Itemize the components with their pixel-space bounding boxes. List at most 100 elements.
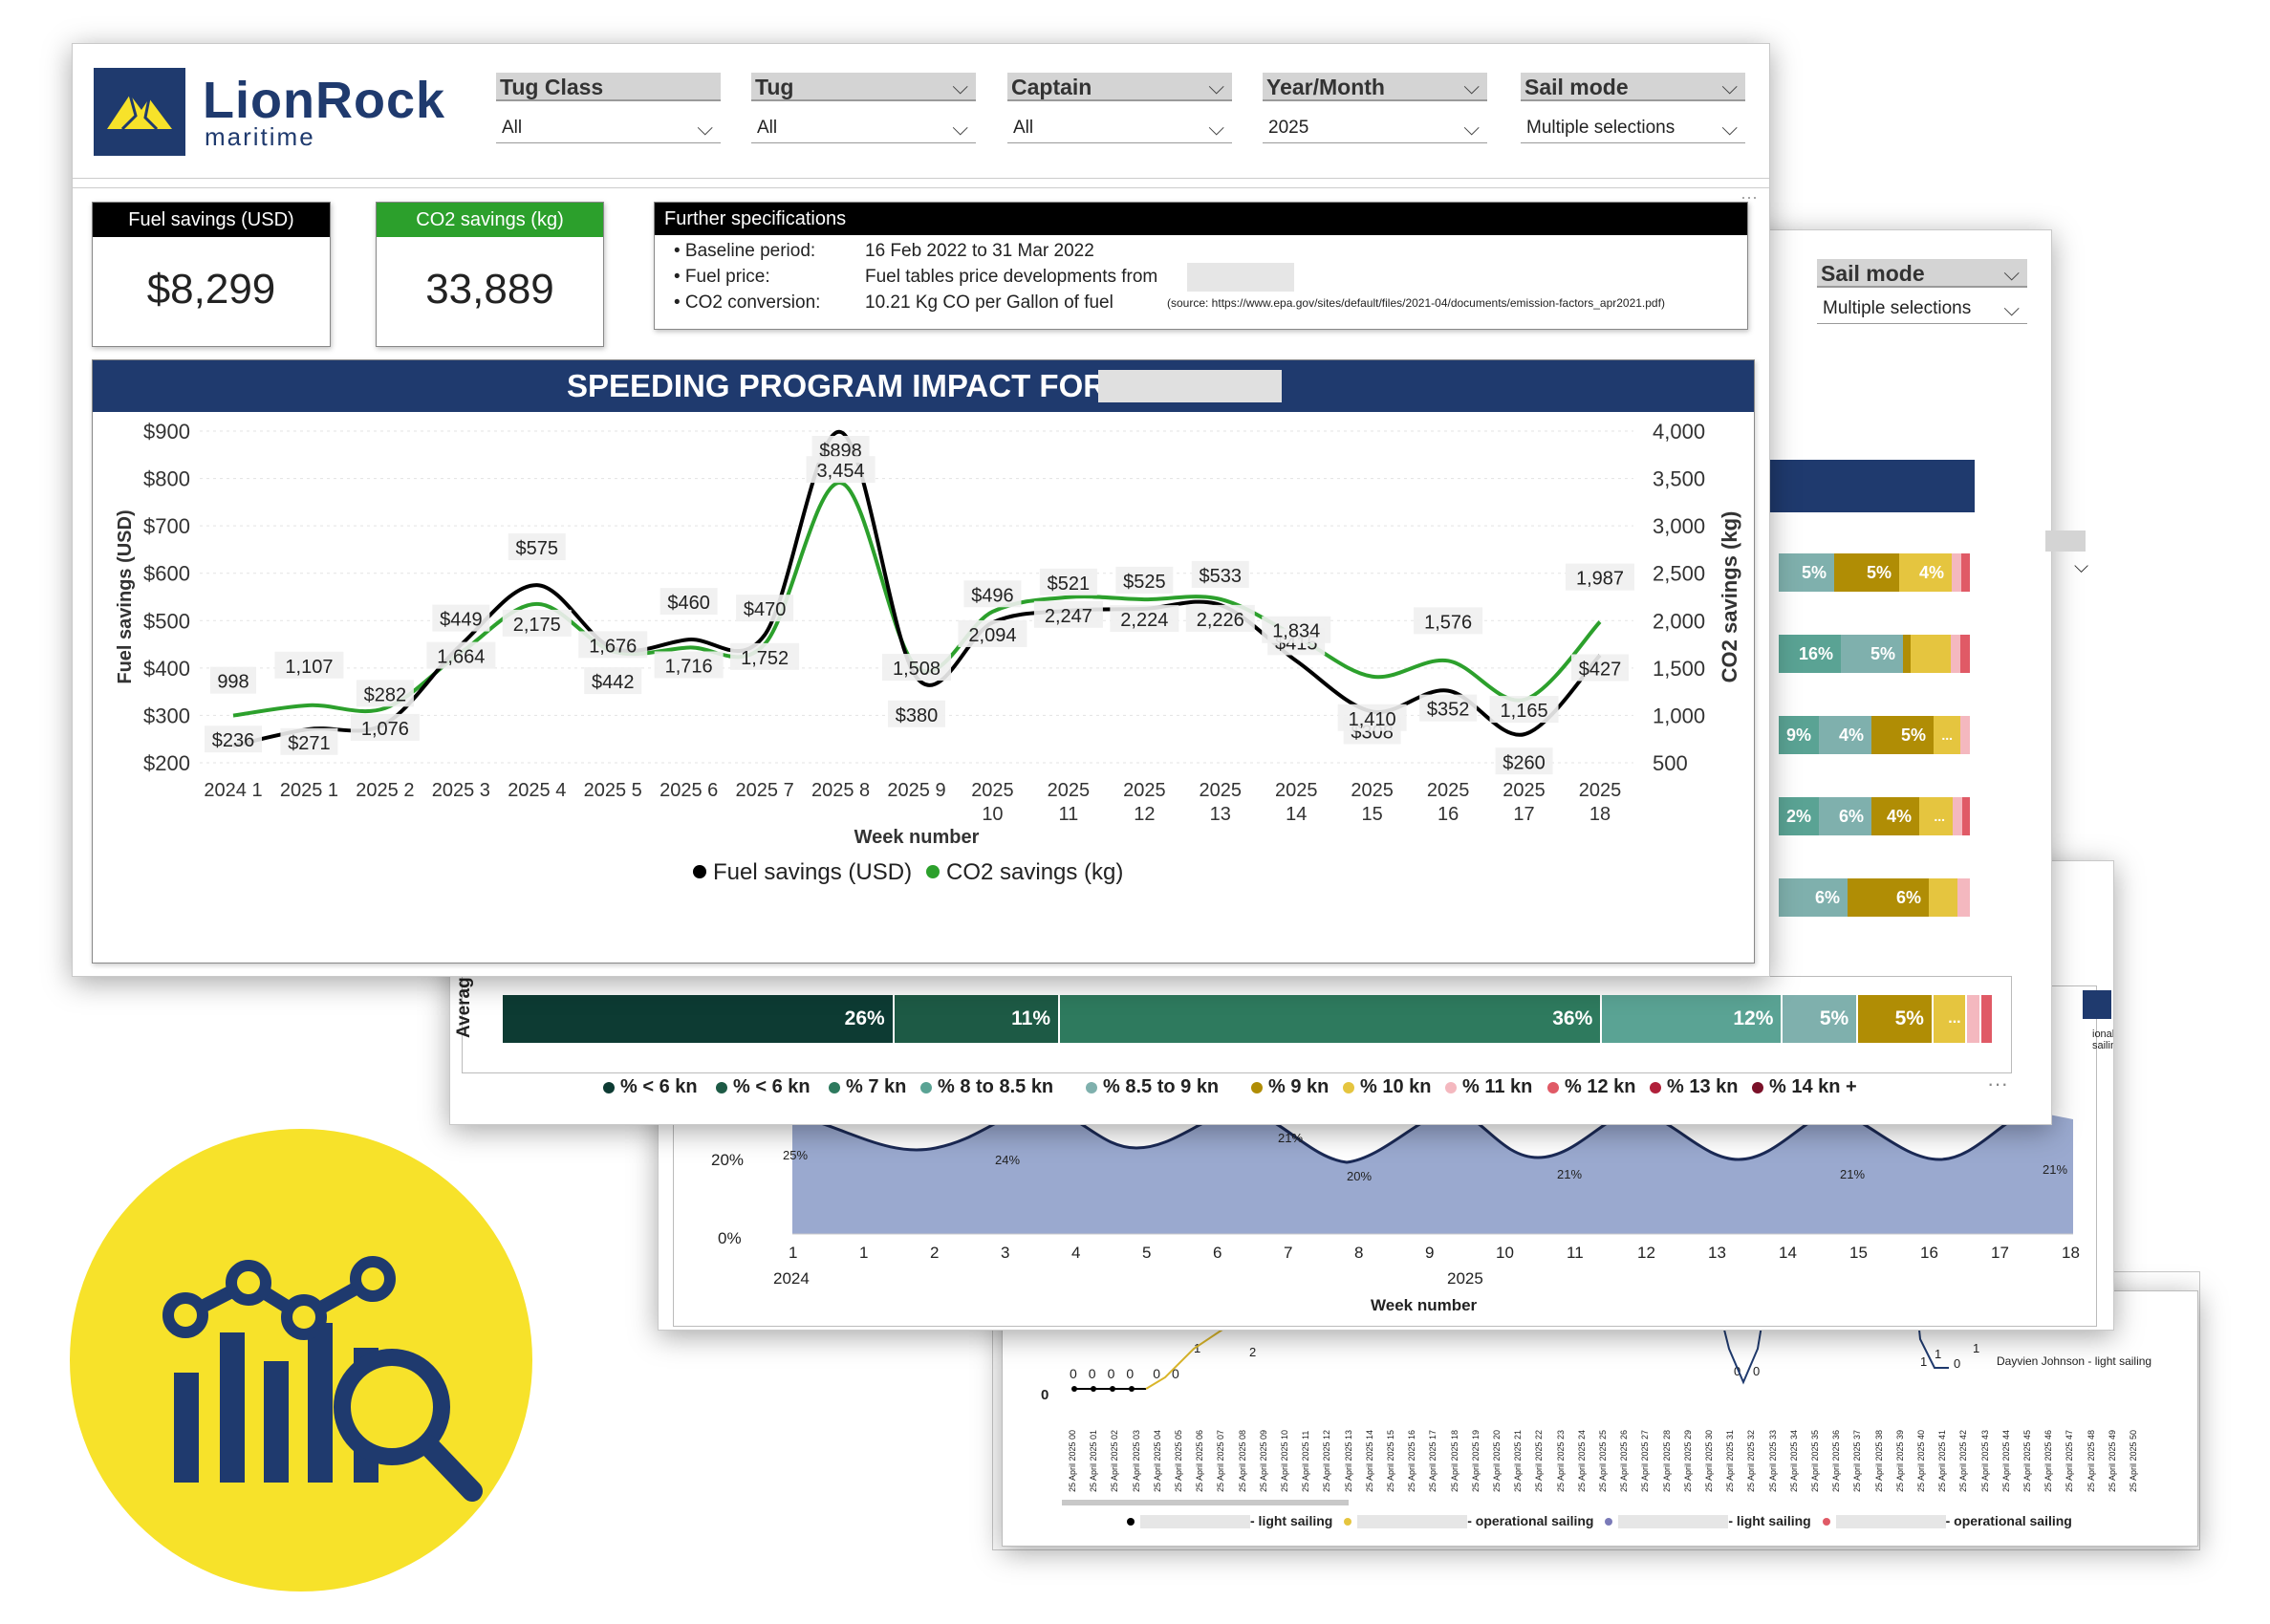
daily-date-label: 25 April 2025 50 — [2129, 1429, 2138, 1492]
legend-fuel-label: Fuel savings (USD) — [713, 859, 912, 885]
filter-tug-dropdown[interactable]: All ⌵ — [751, 113, 976, 143]
y-tick-label: $600 — [143, 562, 190, 586]
co2-data-label: 1,716 — [665, 656, 713, 677]
filter-captain-dropdown[interactable]: All ⌵ — [1007, 113, 1232, 143]
chevron-down-icon[interactable]: ⌵ — [2074, 556, 2089, 577]
fuel-data-label-bg — [356, 680, 414, 707]
fuel-data-label-bg — [1571, 654, 1629, 682]
speed-legend-item: % 7 kn — [829, 1076, 906, 1098]
average-stacked-bar: 26% 11% 36% 12% 5% 5%... — [503, 995, 1994, 1043]
specs-redacted — [1187, 263, 1294, 292]
legend-dot-icon — [1547, 1081, 1559, 1093]
daily-date-label: 25 April 2025 42 — [1958, 1429, 1969, 1492]
back-sail-mode-dropdown[interactable]: Multiple selections ⌵ — [1817, 293, 2027, 324]
co2-data-label-bg — [274, 651, 344, 679]
area-x-tick-label: 14 — [1779, 1244, 1797, 1262]
daily-date-label: 25 April 2025 24 — [1576, 1429, 1587, 1492]
filter-sail-mode-dropdown[interactable]: Multiple selections ⌵ — [1521, 113, 1745, 143]
daily-date-label: 25 April 2025 15 — [1386, 1429, 1395, 1492]
y-tick-label: $500 — [143, 609, 190, 633]
x-tick-label: 2025 5 — [584, 780, 642, 801]
daily-legend: - light sailing - operational sailing - … — [1127, 1513, 2072, 1529]
fuel-data-label: $460 — [667, 593, 710, 614]
co2-data-label: 1,508 — [893, 659, 940, 680]
filter-captain-label: Captain ⌵ — [1007, 73, 1232, 101]
filter-tug-class-dropdown[interactable]: All ⌵ — [496, 113, 721, 143]
x-tick-label: 2024 1 — [204, 780, 262, 801]
area-x-tick-label: 4 — [1071, 1244, 1081, 1262]
x-tick-label: 2025 8 — [811, 780, 870, 801]
speed-legend-item: % 8 to 8.5 kn — [920, 1076, 1053, 1098]
daily-date-label: 25 April 2025 02 — [1110, 1429, 1120, 1492]
co2-data-label-bg — [1110, 605, 1179, 633]
average-bar-segment: 36% — [1060, 995, 1603, 1043]
x-tick-label-year: 2025 — [1503, 780, 1546, 801]
area-x-title: Week number — [1371, 1296, 1478, 1314]
specs-baseline-value: 16 Feb 2022 to 31 Mar 2022 — [865, 241, 1094, 261]
chevron-down-icon: ⌵ — [2003, 296, 2020, 320]
fuel-data-label-bg — [280, 727, 338, 755]
average-label: Average — [454, 966, 474, 1038]
fuel-data-label-bg — [1495, 747, 1553, 775]
co2-data-label: 2,094 — [968, 625, 1016, 646]
co2-data-label: 1,076 — [361, 719, 409, 740]
daily-date-label: 25 April 2025 43 — [1979, 1429, 1990, 1492]
chevron-down-icon: ⌵ — [1463, 75, 1480, 98]
filter-year-month-dropdown[interactable]: 2025 ⌵ — [1263, 113, 1487, 143]
kpi-co2-label: CO2 savings (kg) — [377, 203, 603, 237]
area-fill — [792, 1110, 2073, 1234]
x-tick-label-year: 2025 — [1351, 780, 1394, 801]
filter-year-month-label: Year/Month ⌵ — [1263, 73, 1487, 101]
chart-title: SPEEDING PROGRAM IMPACT FOR: — [567, 368, 1117, 403]
fuel-data-label-bg — [584, 667, 642, 695]
back-header-bar — [1769, 460, 1975, 512]
more-options-icon[interactable]: ··· — [1740, 187, 1758, 206]
daily-date-label: 25 April 2025 34 — [1788, 1429, 1799, 1492]
daily-date-label: 25 April 2025 00 — [1068, 1429, 1077, 1492]
back-panel-ellipsis[interactable]: ··· — [1987, 1072, 2008, 1095]
mountain-logo-icon — [107, 94, 172, 131]
fuel-data-label-bg — [888, 700, 945, 727]
area-y-tick-20: 20% — [711, 1151, 745, 1169]
fuel-data-label-bg — [1191, 560, 1249, 588]
daily-date-label: 25 April 2025 19 — [1470, 1429, 1481, 1492]
co2-data-label: 1,576 — [1424, 612, 1472, 633]
area-point-label-2: 24% — [995, 1153, 1021, 1167]
daily-label-1d: 1 — [1920, 1354, 1928, 1369]
average-bar-segment — [1966, 995, 1982, 1043]
chevron-down-icon: ⌵ — [1208, 75, 1224, 98]
fuel-data-label: $575 — [516, 538, 559, 559]
daily-label-1c: 1 — [1973, 1341, 1980, 1355]
chevron-down-icon: ⌵ — [1208, 116, 1224, 140]
y-tick-label: $700 — [143, 514, 190, 538]
average-bar-segment: 5% — [1858, 995, 1934, 1043]
area-x-tick-label: 10 — [1496, 1244, 1514, 1262]
co2-data-label: 1,410 — [1349, 709, 1396, 730]
chevron-down-icon: ⌵ — [1721, 116, 1738, 140]
fuel-data-label: $352 — [1427, 700, 1470, 721]
x-tick-label-week: 15 — [1362, 804, 1383, 825]
body-area — [73, 187, 1769, 976]
y-tick-label: $300 — [143, 704, 190, 727]
daily-date-label: 25 April 2025 41 — [1937, 1429, 1948, 1492]
fuel-data-label: $449 — [440, 610, 483, 631]
area-x-tick-label: 17 — [1991, 1244, 2009, 1262]
kpi-fuel-value: $8,299 — [146, 266, 276, 313]
x-tick-label-year: 2025 — [1200, 780, 1243, 801]
co2-data-label: 2,226 — [1197, 610, 1244, 631]
daily-date-label: 25 April 2025 13 — [1343, 1429, 1353, 1492]
daily-date-label: 25 April 2025 29 — [1682, 1429, 1693, 1492]
co2-data-label-bg — [654, 651, 724, 679]
y2-tick-label: 2,500 — [1653, 562, 1705, 586]
daily-scrollbar[interactable] — [1062, 1500, 1349, 1505]
area-x-tick-label: 16 — [1920, 1244, 1938, 1262]
daily-date-label: 25 April 2025 17 — [1428, 1429, 1438, 1492]
x-tick-label: 2025 4 — [508, 780, 566, 801]
co2-data-label: 1,107 — [285, 657, 333, 678]
legend-dot-icon — [1086, 1081, 1097, 1093]
legend-dot-icon — [716, 1081, 727, 1093]
fuel-data-label: $282 — [364, 684, 407, 705]
side-slicer-remnant-2 — [2112, 870, 2179, 946]
co2-data-label-bg — [1262, 616, 1331, 643]
